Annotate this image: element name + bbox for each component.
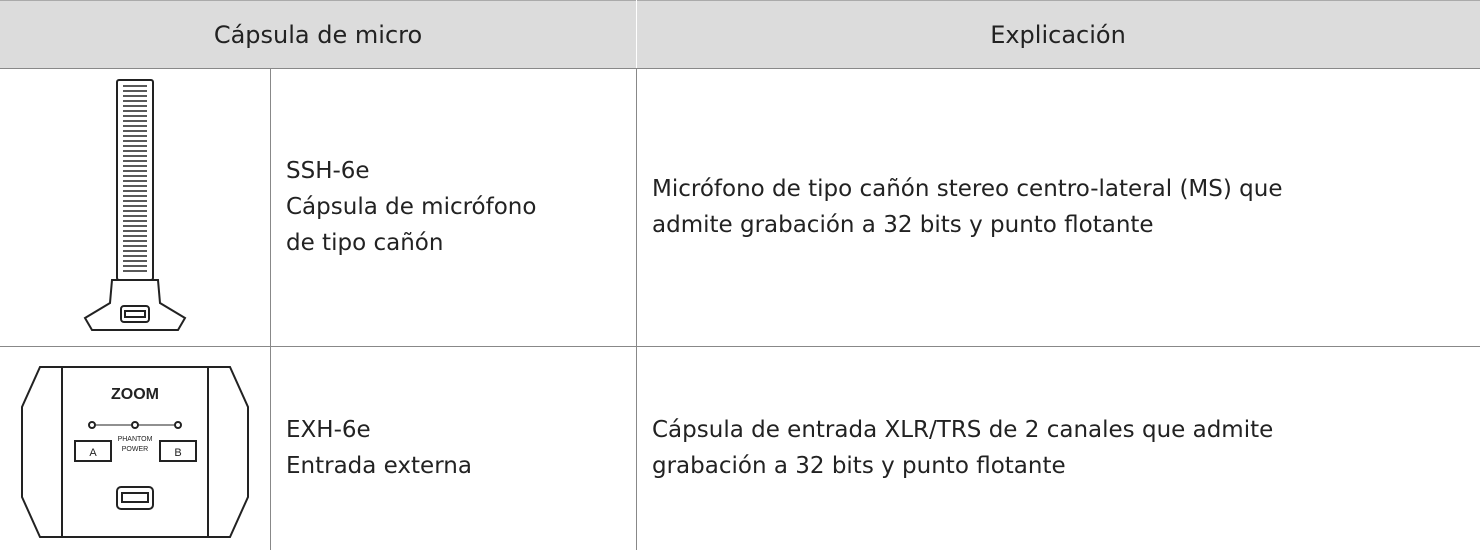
logo: ZOOM bbox=[111, 386, 159, 403]
button-label: B bbox=[174, 447, 181, 459]
header-cell: Explicación bbox=[636, 0, 1480, 68]
text-line: Cápsula de entrada XLR/TRS de 2 canales … bbox=[652, 417, 1274, 443]
button-label: A bbox=[89, 447, 97, 459]
text-line: Entrada externa bbox=[286, 453, 472, 479]
divider bbox=[0, 346, 1480, 347]
divider bbox=[636, 68, 637, 550]
text-line: EXH-6e bbox=[286, 417, 371, 443]
divider bbox=[270, 68, 271, 550]
divider bbox=[636, 0, 637, 68]
name-cell: EXH-6e Entrada externa bbox=[286, 412, 472, 484]
text-line: SSH-6e bbox=[286, 158, 370, 184]
small-label: PHANTOM bbox=[118, 436, 153, 443]
divider bbox=[0, 68, 1480, 69]
text-line: Cápsula de micrófono bbox=[286, 194, 537, 220]
input-image: ZOOM A B PHANTOM POWER bbox=[21, 366, 249, 538]
small-label: POWER bbox=[122, 446, 148, 453]
description-cell: Cápsula de entrada XLR/TRS de 2 canales … bbox=[652, 412, 1273, 484]
text-line: de tipo cañón bbox=[286, 230, 444, 256]
name-cell: SSH-6e Cápsula de micrófono de tipo cañón bbox=[286, 153, 536, 261]
text-line: grabación a 32 bits y punto flotante bbox=[652, 453, 1066, 479]
text-line: admite grabación a 32 bits y punto flota… bbox=[652, 212, 1154, 238]
text-line: Micrófono de tipo cañón stereo centro-la… bbox=[652, 176, 1283, 202]
mic-image bbox=[83, 79, 187, 331]
description-cell: Micrófono de tipo cañón stereo centro-la… bbox=[652, 171, 1282, 243]
header-cell: Cápsula de micro bbox=[0, 0, 636, 68]
